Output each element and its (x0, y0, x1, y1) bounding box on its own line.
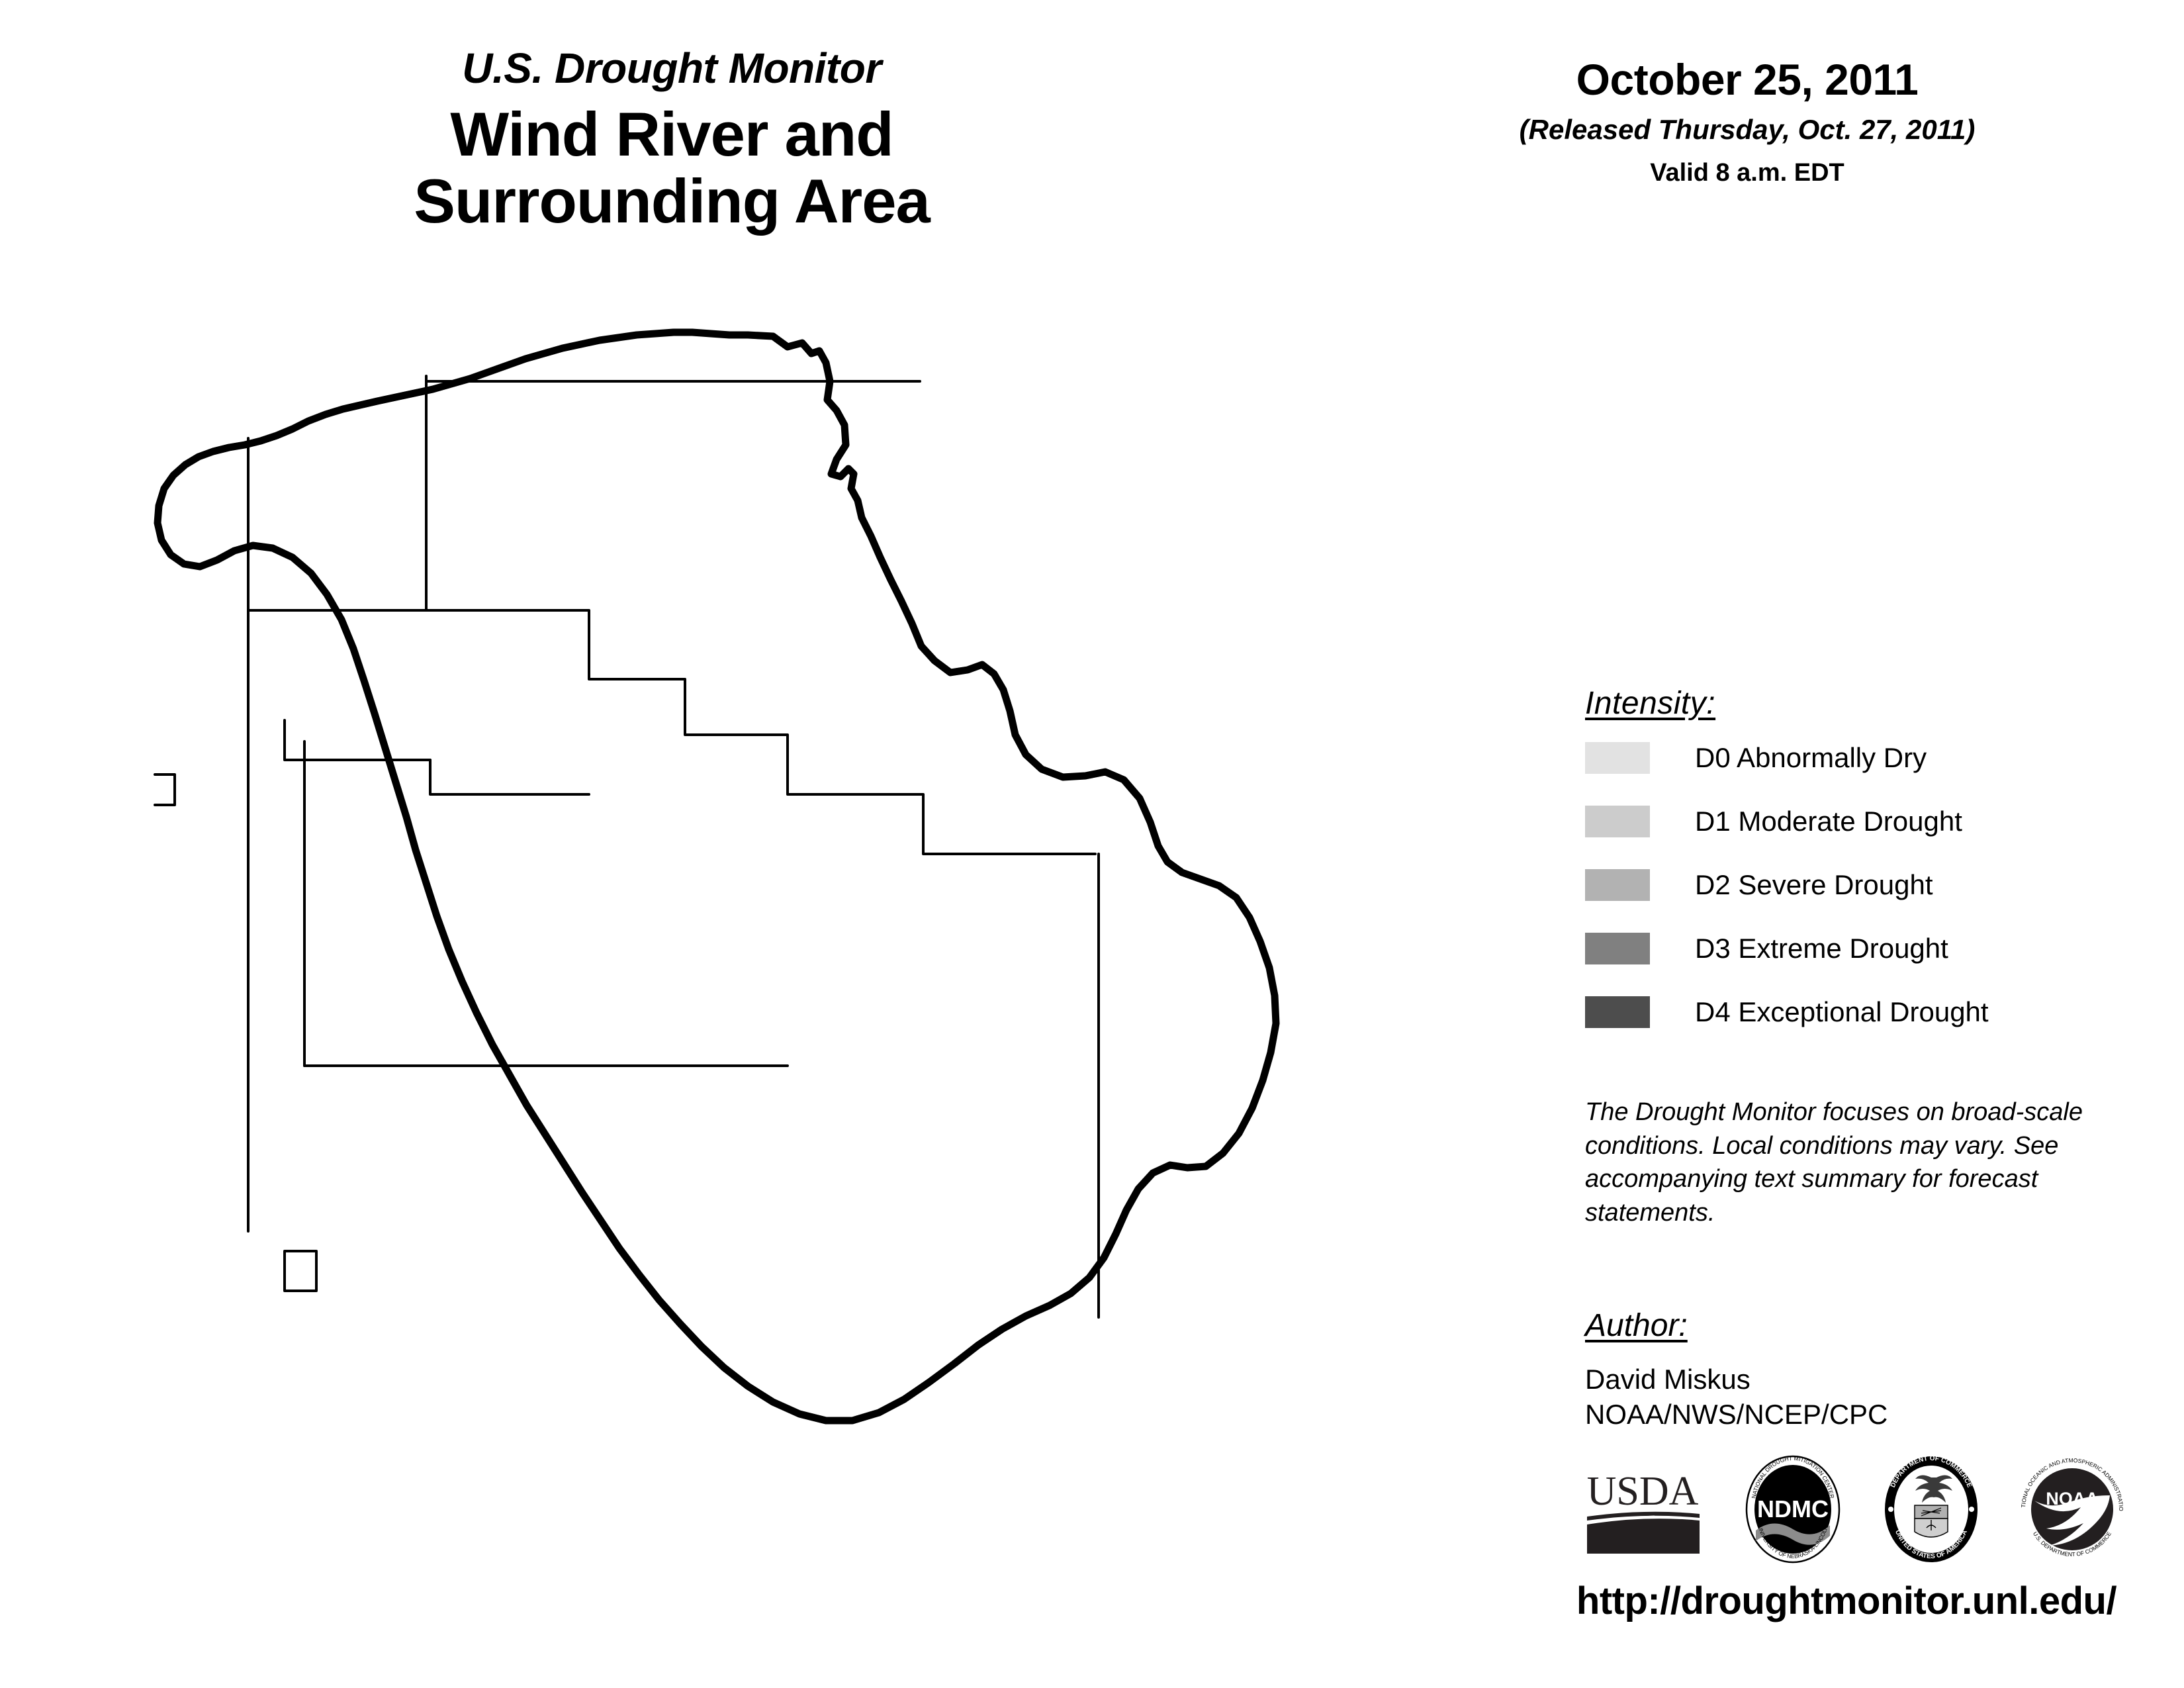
legend: Intensity: D0 Abnormally Dry D1 Moderate… (1585, 685, 2101, 1056)
county-line-reservation-inner (283, 719, 432, 761)
outer-boundary (154, 328, 1280, 1425)
usda-logo-furrow (1586, 1515, 1655, 1524)
page-title-line-1: Wind River and (450, 99, 893, 169)
title-block: U.S. Drought Monitor Wind River and Surr… (218, 46, 1125, 234)
doc-seal-eagle (1915, 1475, 1952, 1503)
valid-time: Valid 8 a.m. EDT (1650, 159, 1844, 187)
legend-label-d2: D2 Severe Drought (1695, 869, 1933, 900)
doc-star-left (1888, 1507, 1893, 1512)
legend-item-d0: D0 Abnormally Dry (1585, 739, 2101, 777)
legend-swatch-d4 (1585, 996, 1650, 1028)
county-line-inner-b (429, 759, 590, 796)
doc-seal-logo[interactable]: DEPARTMENT OF COMMERCE UNITED STATES OF … (1882, 1454, 1981, 1568)
county-line-w-notch (154, 773, 176, 806)
county-boundaries (154, 375, 1100, 1319)
author-heading: Author: (1585, 1308, 1688, 1343)
usda-logo-line-1 (1587, 1511, 1700, 1521)
map-svg (154, 328, 1281, 1425)
date-block: October 25, 2011 (Released Thursday, Oct… (1482, 54, 2012, 187)
valid-date: October 25, 2011 (1576, 55, 1919, 104)
doc-star-right (1969, 1507, 1974, 1512)
ndmc-logo-text: NDMC (1757, 1495, 1829, 1523)
usda-logo-field (1587, 1519, 1700, 1554)
legend-rows: D0 Abnormally Dry D1 Moderate Drought D2… (1585, 739, 2101, 1031)
drought-monitor-kicker: U.S. Drought Monitor (462, 44, 882, 92)
usda-logo-text: USDA (1587, 1469, 1699, 1514)
legend-swatch-d0 (1585, 742, 1650, 774)
drought-map[interactable] (86, 318, 1542, 1575)
legend-swatch-d2 (1585, 869, 1650, 901)
map-base-fill (285, 336, 1281, 1425)
noaa-logo[interactable]: NOAA NATIONAL OCEANIC AND ATMOSPHERIC AD… (2018, 1452, 2124, 1565)
legend-item-d2: D2 Severe Drought (1585, 866, 2101, 904)
author-name: David Miskus (1585, 1364, 1751, 1395)
legend-swatch-d1 (1585, 806, 1650, 837)
legend-item-d1: D1 Moderate Drought (1585, 802, 2101, 841)
disclaimer-text: The Drought Monitor focuses on broad-sca… (1585, 1098, 2083, 1227)
legend-label-d0: D0 Abnormally Dry (1695, 742, 1927, 773)
doc-seal-svg: DEPARTMENT OF COMMERCE UNITED STATES OF … (1885, 1455, 1978, 1562)
logo-row: USDA NDMC NATIONAL DROUGHT MITIGATION CE… (1582, 1452, 2124, 1569)
author-affiliation: NOAA/NWS/NCEP/CPC (1585, 1398, 1888, 1430)
noaa-bird (2034, 1495, 2110, 1546)
legend-item-d3: D3 Extreme Drought (1585, 929, 2101, 968)
ndmc-logo[interactable]: NDMC NATIONAL DROUGHT MITIGATION CENTER … (1743, 1454, 1843, 1568)
page-title-line-2: Surrounding Area (414, 165, 931, 236)
page-title: Wind River and Surrounding Area (218, 101, 1125, 234)
author-block: Author: David Miskus NOAA/NWS/NCEP/CPC (1585, 1307, 2115, 1432)
legend-item-d4: D4 Exceptional Drought (1585, 993, 2101, 1031)
drought-monitor-url[interactable]: http://droughtmonitor.unl.edu/ (1576, 1579, 2117, 1622)
legend-label-d3: D3 Extreme Drought (1695, 933, 1948, 964)
ndmc-wave (1756, 1523, 1830, 1545)
released-date: (Released Thursday, Oct. 27, 2011) (1519, 114, 1976, 145)
legend-heading: Intensity: (1585, 686, 1716, 721)
usda-logo[interactable]: USDA (1582, 1460, 1704, 1562)
noaa-logo-text: NOAA (2046, 1489, 2099, 1509)
doc-seal-ship (1921, 1507, 1942, 1517)
outer-boundary-path (154, 328, 1280, 1425)
legend-swatch-d3 (1585, 933, 1650, 964)
usda-logo-svg: USDA (1586, 1469, 1700, 1554)
legend-label-d1: D1 Moderate Drought (1695, 806, 1962, 837)
map-region-fills (285, 336, 1281, 1425)
noaa-logo-svg: NOAA NATIONAL OCEANIC AND ATMOSPHERIC AD… (2018, 1452, 2124, 1558)
county-line-step-b (247, 609, 1097, 855)
legend-label-d4: D4 Exceptional Drought (1695, 996, 1989, 1027)
ndmc-logo-svg: NDMC NATIONAL DROUGHT MITIGATION CENTER … (1745, 1455, 1841, 1564)
county-line-sw-notch (283, 1250, 318, 1292)
doc-seal-lighthouse (1926, 1520, 1936, 1530)
